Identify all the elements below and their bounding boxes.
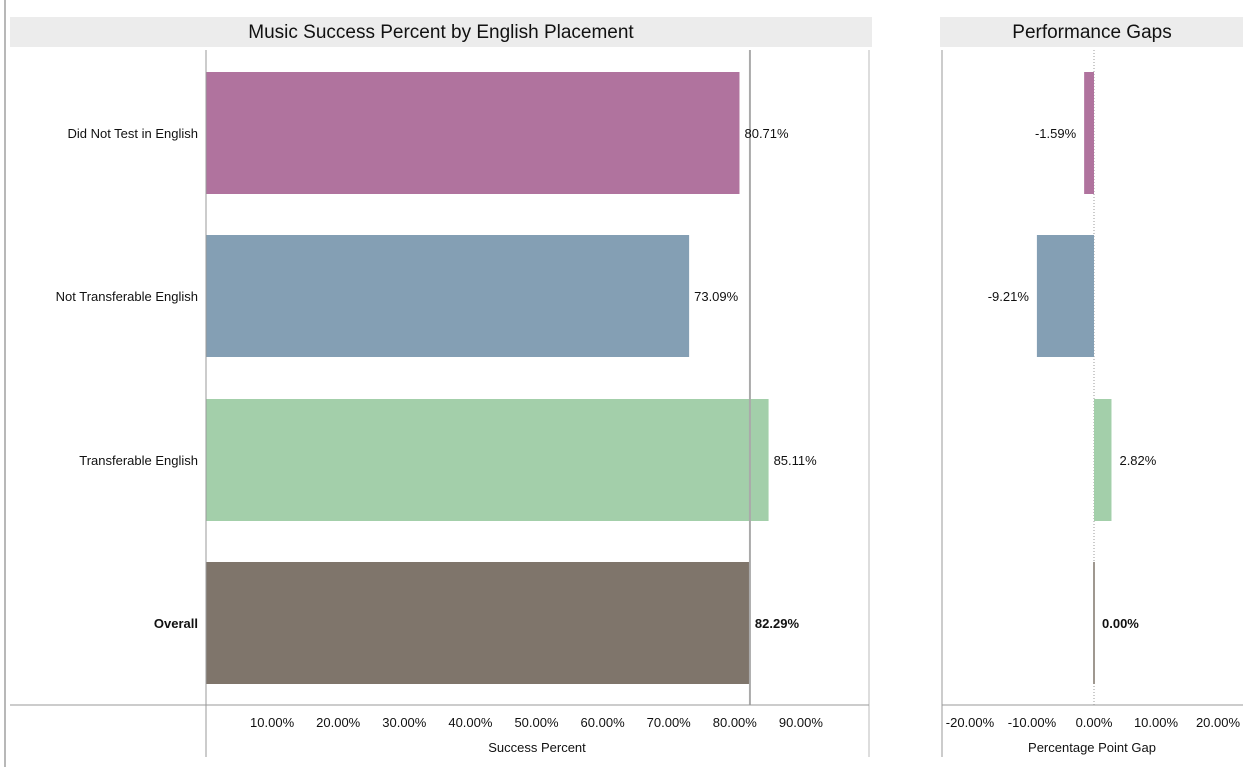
category-label: Not Transferable English bbox=[56, 289, 198, 304]
x-tick-label: 80.00% bbox=[713, 715, 758, 730]
gap-bars bbox=[1036, 72, 1112, 684]
success-bar[interactable] bbox=[206, 72, 740, 194]
gap-data-label: -9.21% bbox=[988, 289, 1030, 304]
gap-x-tick-label: -20.00% bbox=[946, 715, 995, 730]
gap-x-axis-title: Percentage Point Gap bbox=[1028, 740, 1156, 755]
category-label: Overall bbox=[154, 616, 198, 631]
x-tick-label: 30.00% bbox=[382, 715, 427, 730]
gap-x-tick-label: -10.00% bbox=[1008, 715, 1057, 730]
x-tick-label: 50.00% bbox=[514, 715, 559, 730]
success-title-bar bbox=[10, 17, 872, 47]
success-bar[interactable] bbox=[206, 399, 769, 521]
gap-data-label: 2.82% bbox=[1119, 453, 1156, 468]
success-bar[interactable] bbox=[206, 235, 690, 357]
success-data-label: 73.09% bbox=[694, 289, 739, 304]
gap-bar[interactable] bbox=[1036, 235, 1094, 357]
x-tick-label: 20.00% bbox=[316, 715, 361, 730]
gap-data-labels: -1.59% -9.21% 2.82% 0.00% bbox=[988, 126, 1157, 631]
gap-title-bar bbox=[940, 17, 1243, 47]
gap-data-label: -1.59% bbox=[1035, 126, 1077, 141]
category-label: Transferable English bbox=[79, 453, 198, 468]
success-x-ticks: 10.00% 20.00% 30.00% 40.00% 50.00% 60.00% 70.0… bbox=[250, 715, 823, 730]
x-tick-label: 60.00% bbox=[581, 715, 626, 730]
success-chart-title: Music Success Percent by English Placeme… bbox=[248, 22, 634, 43]
success-data-label: 82.29% bbox=[755, 616, 800, 631]
gap-x-tick-label: 10.00% bbox=[1134, 715, 1179, 730]
success-data-labels: 80.71% 73.09% 85.11% 82.29% bbox=[694, 126, 817, 631]
gap-x-tick-label: 0.00% bbox=[1076, 715, 1113, 730]
x-tick-label: 10.00% bbox=[250, 715, 295, 730]
gap-chart-title: Performance Gaps bbox=[1012, 22, 1171, 43]
success-category-labels: Did Not Test in English Not Transferable … bbox=[56, 126, 198, 631]
success-data-label: 80.71% bbox=[744, 126, 789, 141]
success-x-axis-title: Success Percent bbox=[488, 740, 586, 755]
category-label: Did Not Test in English bbox=[67, 126, 198, 141]
gap-x-ticks: -20.00% -10.00% 0.00% 10.00% 20.00% bbox=[946, 715, 1241, 730]
x-tick-label: 90.00% bbox=[779, 715, 824, 730]
gap-x-tick-label: 20.00% bbox=[1196, 715, 1241, 730]
success-data-label: 85.11% bbox=[774, 453, 818, 468]
success-chart: Music Success Percent by English Placeme… bbox=[10, 17, 872, 757]
success-bar[interactable] bbox=[206, 562, 750, 684]
success-bars bbox=[206, 72, 769, 684]
gap-chart: Performance Gaps -1.59%-9.21%2.82%0.00% … bbox=[940, 17, 1243, 757]
gap-bar[interactable] bbox=[1084, 72, 1094, 194]
x-tick-label: 70.00% bbox=[647, 715, 692, 730]
gap-bar[interactable] bbox=[1094, 399, 1112, 521]
gap-data-label: 0.00% bbox=[1102, 616, 1139, 631]
x-tick-label: 40.00% bbox=[448, 715, 493, 730]
